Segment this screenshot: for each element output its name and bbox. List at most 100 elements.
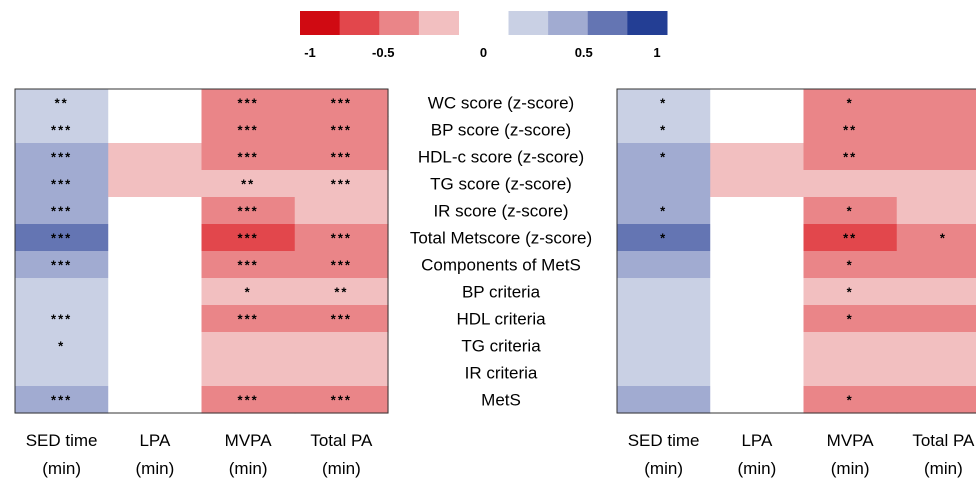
- heatmap-cell: [201, 359, 296, 387]
- significance-mark: *: [660, 123, 667, 138]
- heatmap-cell: [108, 143, 203, 171]
- significance-mark: ***: [238, 123, 259, 138]
- column-unit-label: (min): [924, 459, 963, 478]
- colorbar-bin: [418, 11, 459, 35]
- colorbar-tick-label: 1: [653, 45, 660, 60]
- heatmap-cell: [617, 332, 711, 360]
- colorbar-bin: [300, 11, 341, 35]
- heatmap-cell: [896, 332, 976, 360]
- heatmap-cell: [294, 251, 389, 279]
- heatmap-cell: [617, 143, 711, 171]
- heatmap-cell: [803, 278, 898, 306]
- heatmap-cell: [710, 305, 805, 333]
- significance-mark: ***: [51, 204, 72, 219]
- heatmap-cell: [201, 143, 296, 171]
- heatmap-cell: [294, 170, 389, 198]
- significance-mark: ***: [331, 123, 352, 138]
- significance-mark: ***: [238, 231, 259, 246]
- significance-mark: **: [55, 96, 69, 111]
- significance-mark: *: [847, 96, 854, 111]
- significance-mark: *: [847, 285, 854, 300]
- colorbar-bin: [548, 11, 589, 35]
- heatmap-cell: [294, 359, 389, 387]
- heatmap-cell: [710, 386, 805, 414]
- heatmap-cell: [108, 386, 203, 414]
- significance-mark: ***: [238, 312, 259, 327]
- heatmap-cell: [896, 143, 976, 171]
- heatmap-cell: [294, 278, 389, 306]
- row-label: WC score (z-score): [428, 94, 574, 113]
- heatmap-cell: [201, 386, 296, 414]
- significance-mark: *: [660, 204, 667, 219]
- heatmap-cell: [201, 116, 296, 144]
- heatmap-cell: [710, 278, 805, 306]
- heatmap-cell: [617, 251, 711, 279]
- colorbar: -1 -0.5 0 0.5 1: [300, 11, 668, 60]
- significance-mark: **: [843, 150, 857, 165]
- column-unit-label: (min): [322, 459, 361, 478]
- heatmap-cell: [294, 224, 389, 252]
- significance-mark: ***: [331, 150, 352, 165]
- heatmap-cell: [896, 305, 976, 333]
- heatmap-cell: [803, 89, 898, 117]
- heatmap-cell: [108, 251, 203, 279]
- heatmap-cell: [15, 89, 109, 117]
- column-label: LPA: [741, 431, 773, 450]
- heatmap-cell: [15, 278, 109, 306]
- column-unit-label: (min): [229, 459, 268, 478]
- significance-mark: *: [847, 258, 854, 273]
- colorbar-tick-label: -0.5: [372, 45, 394, 60]
- heatmap-cell: [294, 332, 389, 360]
- row-label: TG score (z-score): [430, 175, 572, 194]
- colorbar-tick-label: 0.5: [575, 45, 593, 60]
- heatmap-cell: [617, 278, 711, 306]
- panel-border: [616, 88, 976, 414]
- heatmap-cell: [896, 251, 976, 279]
- row-label: BP criteria: [462, 283, 541, 302]
- heatmap-cell: [803, 359, 898, 387]
- heatmap-cell: [617, 170, 711, 198]
- heatmap-cell: [294, 386, 389, 414]
- heatmap-cell: [896, 197, 976, 225]
- column-label: MVPA: [827, 431, 875, 450]
- heatmap-cell: [617, 116, 711, 144]
- row-label: HDL criteria: [456, 310, 546, 329]
- heatmap-cell: [803, 224, 898, 252]
- colorbar-bin: [339, 11, 380, 35]
- significance-mark: ***: [51, 312, 72, 327]
- significance-mark: *: [58, 339, 65, 354]
- significance-mark: ***: [331, 393, 352, 408]
- heatmap-cell: [710, 116, 805, 144]
- heatmap-cell: [108, 332, 203, 360]
- heatmap-cell: [15, 197, 109, 225]
- heatmap-panel-right: * ** *** *** ** ** *****SED time(min)LPA(min)M…: [616, 88, 976, 478]
- heatmap-cell: [617, 359, 711, 387]
- heatmap-cell: [108, 170, 203, 198]
- heatmap-cell: [896, 89, 976, 117]
- significance-mark: ***: [238, 204, 259, 219]
- heatmap-cell: [108, 89, 203, 117]
- column-label: Total PA: [310, 431, 373, 450]
- row-label: IR criteria: [465, 364, 538, 383]
- significance-mark: *: [940, 231, 947, 246]
- heatmap-cell: [108, 224, 203, 252]
- heatmap-cell: [617, 305, 711, 333]
- significance-mark: ***: [238, 150, 259, 165]
- column-unit-label: (min): [42, 459, 81, 478]
- heatmap-cell: [803, 305, 898, 333]
- colorbar-bin: [627, 11, 668, 35]
- heatmap-panel-left: ** *** ****** *** ****** *** ****** ** ****** ***…: [14, 88, 389, 478]
- significance-mark: **: [334, 285, 348, 300]
- column-unit-label: (min): [136, 459, 175, 478]
- row-label: MetS: [481, 391, 521, 410]
- heatmap-cell: [294, 116, 389, 144]
- heatmap-cell: [15, 359, 109, 387]
- significance-mark: *: [660, 150, 667, 165]
- significance-mark: ***: [51, 393, 72, 408]
- significance-mark: ***: [51, 231, 72, 246]
- heatmap-cell: [294, 143, 389, 171]
- heatmap-cell: [294, 89, 389, 117]
- column-label: SED time: [26, 431, 98, 450]
- row-label: Components of MetS: [421, 256, 581, 275]
- heatmap-cell: [15, 116, 109, 144]
